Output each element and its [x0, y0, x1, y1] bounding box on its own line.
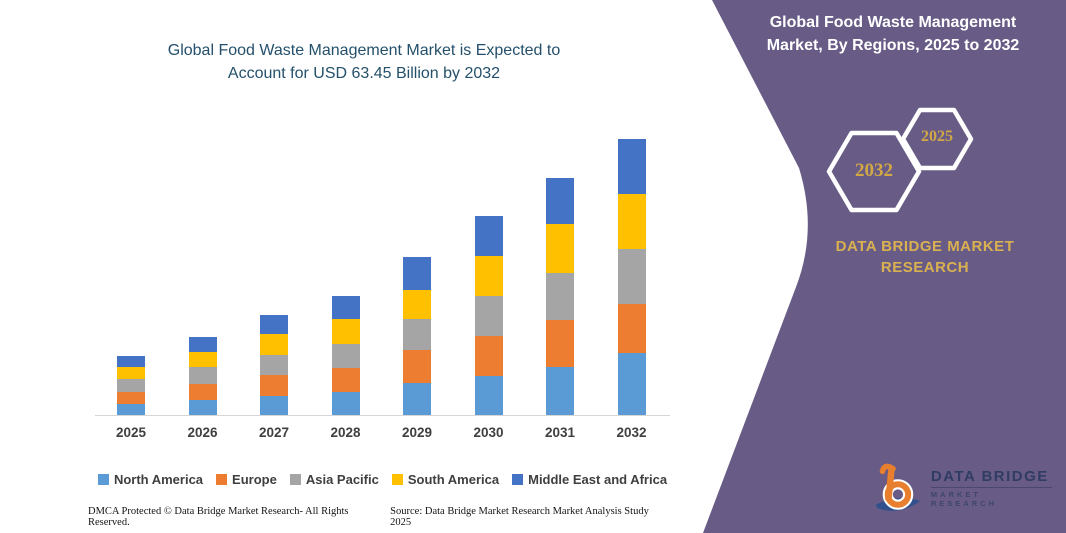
bar-2030: [474, 216, 503, 415]
legend-item: North America: [97, 472, 204, 487]
x-axis-label: 2030: [473, 425, 504, 440]
bar-segment: [546, 224, 574, 273]
x-axis-label: 2026: [187, 425, 218, 440]
bar-segment: [331, 344, 360, 368]
legend-item: Middle East and Africa: [512, 472, 667, 487]
logo-stem-group: [879, 463, 896, 501]
bar-segment: [117, 404, 145, 415]
legend-label: Europe: [232, 472, 277, 487]
source-text: Source: Data Bridge Market Research Mark…: [390, 506, 649, 528]
legend-swatch: [512, 474, 524, 485]
hexagon-badge-large: [826, 130, 922, 213]
bar-segment: [403, 257, 431, 290]
bar-segment: [260, 375, 288, 396]
x-axis-label: 2032: [616, 425, 647, 440]
bar-segment: [331, 392, 360, 415]
x-axis-labels: 2025 2026 2027 2028 2029 2030 2031 2032: [95, 425, 670, 445]
bar-segment: [260, 315, 288, 334]
x-axis-label: 2025: [115, 425, 147, 440]
legend-label: Asia Pacific: [305, 472, 379, 487]
logo-hook: [879, 463, 896, 475]
bar-2025: [117, 356, 145, 415]
purple-panel-shape: [703, 0, 1066, 533]
x-axis-label: 2031: [544, 425, 576, 440]
bar-segment: [331, 319, 360, 344]
bar-segment: [260, 355, 288, 375]
x-axis-label: 2029: [401, 425, 433, 440]
legend-swatch: [391, 474, 403, 485]
logo-subtitle: MARKET RESEARCH: [930, 490, 998, 508]
bar-segment: [617, 249, 646, 304]
legend-item: South America: [391, 472, 500, 487]
bar-chart: [95, 100, 670, 416]
bar-segment: [474, 216, 503, 256]
legend-swatch: [216, 474, 228, 485]
bar-2029: [403, 257, 431, 415]
x-axis-line: [95, 415, 670, 416]
bar-segment: [617, 139, 646, 194]
bar-segment: [117, 379, 145, 392]
bar-segment: [617, 194, 646, 249]
bar-segment: [617, 353, 646, 415]
bar-2032: [617, 139, 646, 415]
chart-legend: North America Europe Asia Pacific South Ame…: [90, 472, 675, 487]
dmca-text: DMCA Protected © Data Bridge Market Rese…: [88, 506, 349, 528]
bar-segment: [546, 178, 574, 224]
bar-segment: [474, 296, 503, 336]
bar-segment: [474, 376, 503, 415]
logo-stem: [885, 467, 895, 501]
bar-2026: [188, 337, 217, 415]
brand-text: DATA BRIDGE MARKET RESEARCH: [835, 238, 1015, 276]
bar-2028: [331, 296, 360, 415]
legend-swatch: [289, 474, 301, 485]
dbmr-logo: DATA BRIDGE MARKET RESEARCH: [872, 455, 1052, 521]
bar-segment: [260, 396, 288, 415]
x-axis-label: 2028: [330, 425, 361, 440]
legend-label: North America: [113, 472, 204, 487]
bar-segment: [188, 400, 217, 415]
bar-segment: [331, 296, 360, 319]
bar-segment: [188, 384, 217, 400]
bar-segment: [403, 350, 431, 383]
bar-segment: [546, 367, 574, 415]
bar-segment: [117, 356, 145, 367]
x-axis-label: 2027: [258, 425, 290, 440]
bar-segment: [403, 319, 431, 350]
legend-item: Europe: [216, 472, 277, 487]
bar-segment: [403, 290, 431, 319]
hexagon-badge-small: [900, 107, 974, 171]
footer: DMCA Protected © Data Bridge Market Rese…: [88, 506, 670, 528]
bar-segment: [546, 320, 574, 367]
legend-label: South America: [407, 472, 500, 487]
bar-segment: [403, 383, 431, 415]
bar-segment: [546, 273, 574, 320]
bar-segment: [188, 367, 217, 384]
bar-segment: [188, 352, 217, 367]
bar-segment: [474, 256, 503, 296]
logo-text: DATA BRIDGE MARKET RESEARCH: [930, 468, 1052, 508]
dbmr-logo-mark: [875, 463, 921, 511]
bar-segment: [617, 304, 646, 353]
bar-segment: [188, 337, 217, 352]
bar-2031: [546, 178, 574, 415]
bar-segment: [117, 392, 145, 404]
bar-2027: [260, 315, 288, 415]
panel-title: Global Food Waste Management Market, By …: [766, 14, 1020, 54]
logo-divider: [930, 487, 1052, 488]
bar-segment: [331, 368, 360, 392]
hexagon-year-2032: 2032: [855, 160, 893, 181]
bar-segment: [474, 336, 503, 376]
legend-label: Middle East and Africa: [528, 472, 668, 487]
legend-item: Asia Pacific: [289, 472, 379, 487]
chart-title: Global Food Waste Management Market is E…: [167, 42, 561, 82]
logo-title: DATA BRIDGE: [930, 468, 1049, 485]
hexagon-year-2025: 2025: [921, 128, 953, 145]
bar-segment: [117, 367, 145, 379]
legend-swatch: [97, 474, 109, 485]
bar-segment: [260, 334, 288, 355]
